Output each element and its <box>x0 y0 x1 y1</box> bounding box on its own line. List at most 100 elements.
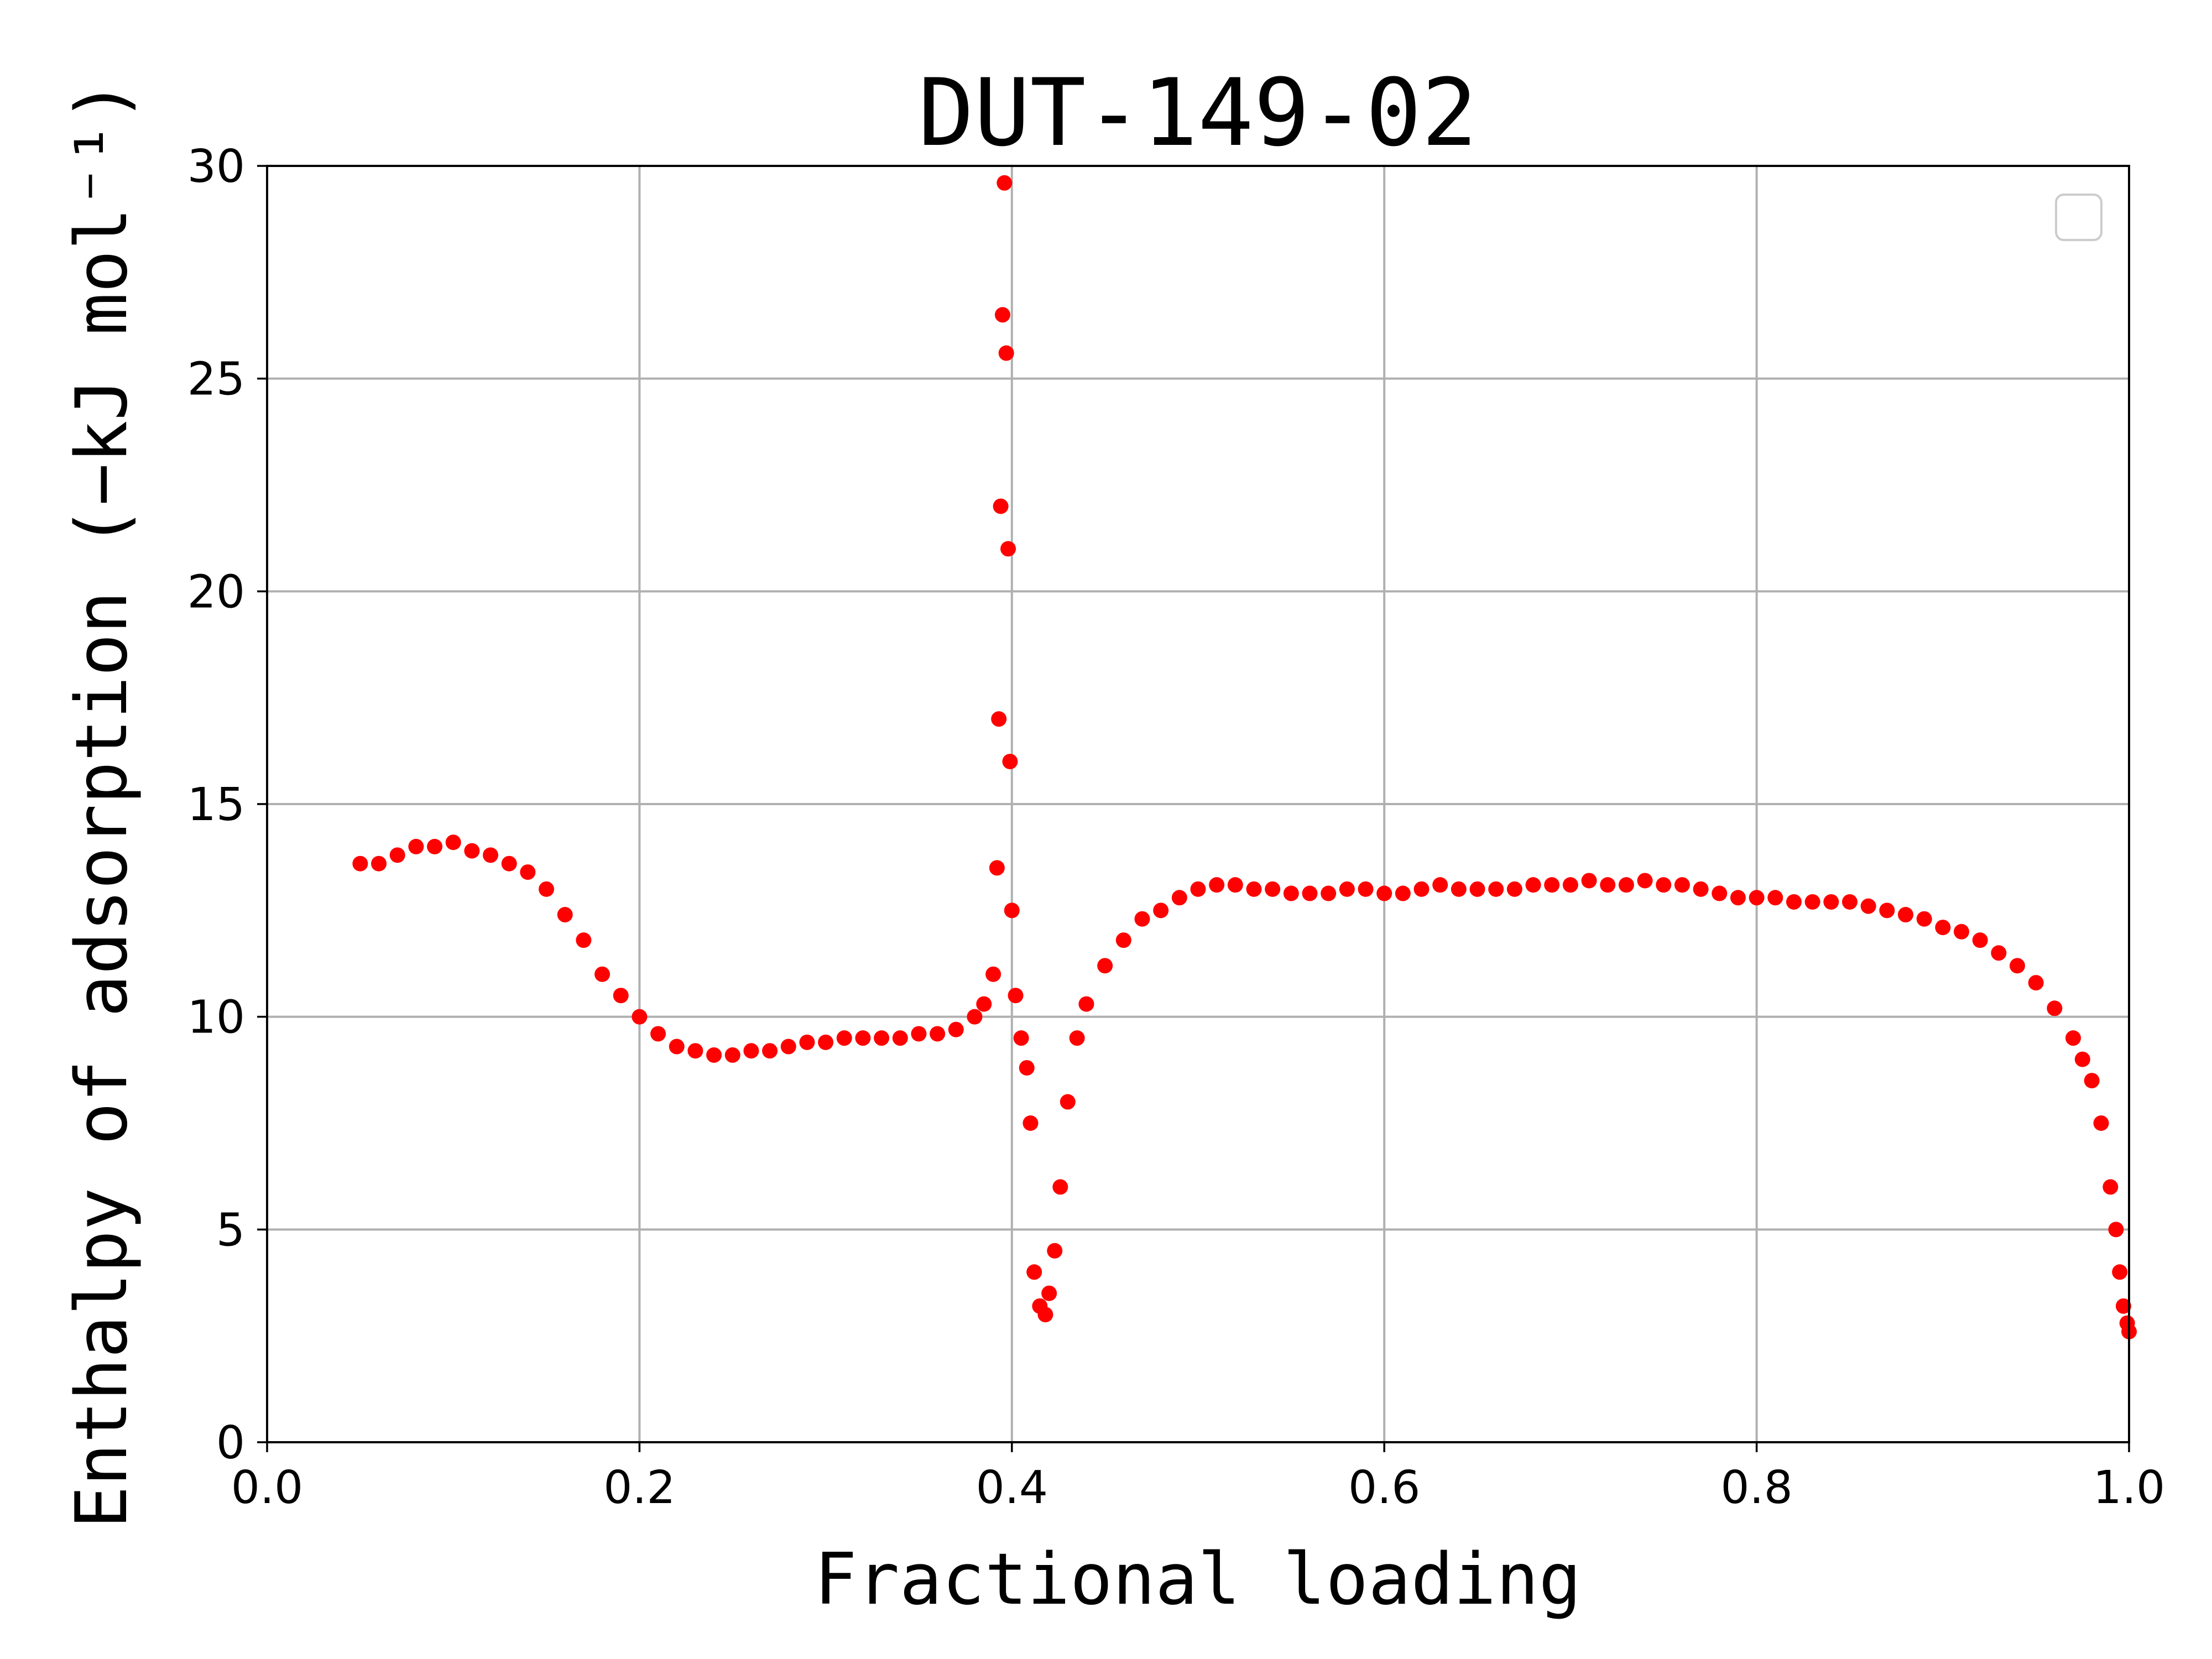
data-point <box>2084 1073 2100 1089</box>
data-point <box>1339 881 1355 897</box>
data-point <box>2074 1051 2090 1067</box>
x-tick-label: 0.6 <box>1348 1462 1420 1514</box>
data-point <box>1190 881 1206 897</box>
data-point <box>1953 924 1969 940</box>
data-point <box>799 1034 815 1050</box>
data-point <box>1674 877 1690 893</box>
y-tick-label: 5 <box>216 1204 245 1256</box>
data-point <box>483 847 499 863</box>
data-point <box>427 838 443 854</box>
data-point <box>1786 894 1802 910</box>
data-point <box>1823 894 1839 910</box>
data-point <box>2103 1179 2119 1195</box>
data-point <box>1562 877 1578 893</box>
data-point <box>997 175 1013 191</box>
data-point <box>1000 541 1016 557</box>
data-point <box>594 966 611 982</box>
data-point <box>371 855 387 872</box>
data-point <box>855 1030 871 1046</box>
data-point <box>1246 881 1262 897</box>
data-point <box>706 1047 722 1063</box>
data-point <box>892 1030 908 1046</box>
data-point <box>1451 881 1467 897</box>
data-point <box>2093 1115 2109 1131</box>
data-point <box>1302 885 1318 901</box>
data-point <box>1767 890 1783 906</box>
data-point <box>1047 1243 1063 1259</box>
y-tick-label: 15 <box>187 779 245 831</box>
x-tick-label: 0.0 <box>231 1462 303 1514</box>
data-point <box>2028 975 2044 991</box>
data-point <box>1004 902 1020 919</box>
legend-box <box>2055 194 2103 241</box>
y-axis-label: Enthalpy of adsorption (−kJ mol⁻¹) <box>61 80 143 1528</box>
data-points <box>352 175 2137 1339</box>
data-point <box>1991 945 2007 961</box>
data-point <box>1413 881 1430 897</box>
data-point <box>1841 894 1858 910</box>
y-tick-label: 25 <box>187 353 245 406</box>
data-point <box>352 855 368 872</box>
data-point <box>762 1043 778 1059</box>
data-point <box>1749 890 1765 906</box>
data-point <box>930 1026 946 1042</box>
data-point <box>1078 996 1094 1012</box>
data-point <box>2115 1298 2131 1314</box>
data-point <box>993 498 1009 514</box>
data-point <box>1935 920 1951 936</box>
data-point <box>1879 902 1895 919</box>
data-point <box>408 838 424 854</box>
data-point <box>724 1047 740 1063</box>
data-point <box>836 1030 852 1046</box>
data-point <box>911 1026 927 1042</box>
data-point <box>1972 932 1988 948</box>
data-point <box>2112 1264 2128 1280</box>
data-point <box>520 864 536 880</box>
data-point <box>1376 885 1392 901</box>
data-point <box>991 711 1007 727</box>
x-tick-label: 0.8 <box>1720 1462 1792 1514</box>
data-point <box>613 988 629 1004</box>
data-point <box>1321 885 1337 901</box>
x-tick-label: 0.2 <box>603 1462 675 1514</box>
chart-title: DUT-149-02 <box>918 59 1477 167</box>
data-point <box>1395 885 1411 901</box>
data-point <box>1618 877 1634 893</box>
data-point <box>874 1030 890 1046</box>
data-point <box>1693 881 1709 897</box>
data-point <box>1469 881 1485 897</box>
data-point <box>1022 1115 1039 1131</box>
data-point <box>1037 1307 1053 1323</box>
data-point <box>632 1009 648 1025</box>
data-point <box>743 1043 759 1059</box>
data-point <box>780 1039 796 1055</box>
x-axis-label: Fractional loading <box>814 1538 1581 1621</box>
data-point <box>576 932 592 948</box>
data-point <box>1600 877 1616 893</box>
data-point <box>539 881 555 897</box>
data-point <box>1358 881 1374 897</box>
data-point <box>1002 754 1018 770</box>
data-point <box>985 966 1001 982</box>
data-point <box>1227 877 1243 893</box>
data-point <box>989 860 1005 876</box>
data-point <box>1115 932 1131 948</box>
data-point <box>2047 1000 2063 1016</box>
data-point <box>1265 881 1281 897</box>
data-point <box>967 1009 983 1025</box>
y-tick-label: 30 <box>187 140 245 193</box>
data-point <box>1171 890 1187 906</box>
data-point <box>1019 1060 1035 1076</box>
data-point <box>1026 1264 1042 1280</box>
axis-ticks: 0.0 0.2 0.4 0.6 0.8 1.0 0 5 10 15 20 25 30 <box>187 140 2166 1514</box>
data-point <box>445 834 461 851</box>
data-point <box>2065 1030 2081 1046</box>
y-tick-label: 0 <box>216 1417 245 1469</box>
x-tick-label: 0.4 <box>976 1462 1048 1514</box>
data-point <box>976 996 992 1012</box>
data-point <box>2009 958 2025 974</box>
data-point <box>557 907 573 923</box>
data-point <box>1544 877 1560 893</box>
